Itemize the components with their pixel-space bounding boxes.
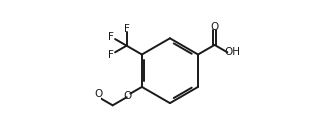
Text: O: O: [95, 89, 103, 99]
Text: F: F: [124, 24, 130, 34]
Text: F: F: [109, 49, 114, 59]
Text: F: F: [109, 32, 114, 42]
Text: O: O: [210, 22, 219, 32]
Text: OH: OH: [224, 47, 240, 57]
Text: O: O: [124, 91, 132, 101]
